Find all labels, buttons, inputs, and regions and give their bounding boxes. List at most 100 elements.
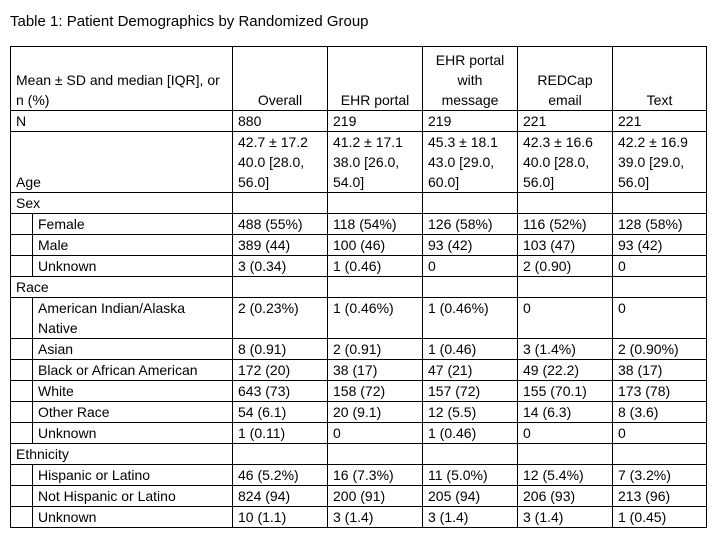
stat-description-header: Mean ± SD and median [IQR], or n (%) — [10, 46, 233, 111]
table-row: Age 42.7 ± 17.2 40.0 [28.0, 56.0] 41.2 ± 1… — [10, 131, 707, 193]
table-row: N 880 219 219 221 221 — [10, 110, 707, 132]
cell-value: 128 (58%) — [612, 213, 707, 235]
cell-value: 0 — [612, 297, 707, 339]
cell-value — [232, 276, 328, 298]
table-row: Female 488 (55%) 118 (54%) 126 (58%) 116 (52… — [10, 213, 707, 235]
indent-cell — [10, 234, 33, 256]
section-row: Sex — [10, 192, 707, 214]
row-label: N — [10, 110, 233, 132]
cell-value — [612, 192, 707, 214]
row-label: Unknown — [32, 422, 233, 444]
cell-value — [422, 276, 518, 298]
cell-value: 1 (0.11) — [232, 422, 328, 444]
cell-value: 54 (6.1) — [232, 401, 328, 423]
cell-value: 46 (5.2%) — [232, 464, 328, 486]
cell-value: 38 (17) — [612, 359, 707, 381]
cell-value: 11 (5.0%) — [422, 464, 518, 486]
indent-cell — [10, 297, 33, 339]
cell-value: 2 (0.90%) — [612, 338, 707, 360]
row-label: Unknown — [32, 255, 233, 277]
cell-value: 103 (47) — [517, 234, 613, 256]
cell-value: 45.3 ± 18.1 43.0 [29.0, 60.0] — [422, 131, 518, 193]
indent-cell — [10, 422, 33, 444]
column-header-redcap-email: REDCap email — [517, 46, 613, 111]
cell-value: 7 (3.2%) — [612, 464, 707, 486]
row-label: Hispanic or Latino — [32, 464, 233, 486]
cell-value: 488 (55%) — [232, 213, 328, 235]
cell-value: 206 (93) — [517, 485, 613, 507]
cell-value: 8 (3.6) — [612, 401, 707, 423]
indent-cell — [10, 485, 33, 507]
cell-value: 1 (0.46) — [422, 338, 518, 360]
cell-value: 172 (20) — [232, 359, 328, 381]
cell-value — [517, 443, 613, 465]
cell-value: 47 (21) — [422, 359, 518, 381]
table-caption: Table 1: Patient Demographics by Randomi… — [10, 13, 369, 30]
cell-value — [327, 276, 423, 298]
column-header-ehr-portal: EHR portal — [327, 46, 423, 111]
cell-value: 389 (44) — [232, 234, 328, 256]
cell-value — [612, 443, 707, 465]
indent-cell — [10, 464, 33, 486]
section-label: Ethnicity — [10, 443, 233, 465]
cell-value: 126 (58%) — [422, 213, 518, 235]
cell-value: 38 (17) — [327, 359, 423, 381]
cell-value: 0 — [612, 422, 707, 444]
cell-value: 0 — [517, 422, 613, 444]
table-row: Not Hispanic or Latino 824 (94) 200 (91) 20… — [10, 485, 707, 507]
cell-value: 16 (7.3%) — [327, 464, 423, 486]
table-row: Hispanic or Latino 46 (5.2%) 16 (7.3%) 11 (… — [10, 464, 707, 486]
cell-value: 155 (70.1) — [517, 380, 613, 402]
cell-value — [232, 192, 328, 214]
cell-value: 219 — [422, 110, 518, 132]
cell-value: 213 (96) — [612, 485, 707, 507]
cell-value — [422, 192, 518, 214]
cell-value: 173 (78) — [612, 380, 707, 402]
cell-value: 41.2 ± 17.1 38.0 [26.0, 54.0] — [327, 131, 423, 193]
cell-value: 3 (1.4) — [327, 506, 423, 528]
table-row: American Indian/Alaska Native 2 (0.23%) 1 … — [10, 297, 707, 339]
row-label: Female — [32, 213, 233, 235]
cell-value: 157 (72) — [422, 380, 518, 402]
cell-value: 3 (1.4) — [517, 506, 613, 528]
cell-value: 12 (5.5) — [422, 401, 518, 423]
section-row: Ethnicity — [10, 443, 707, 465]
table-row: Black or African American 172 (20) 38 (17)… — [10, 359, 707, 381]
cell-value — [327, 443, 423, 465]
cell-value: 824 (94) — [232, 485, 328, 507]
cell-value: 1 (0.45) — [612, 506, 707, 528]
cell-value: 42.3 ± 16.6 40.0 [28.0, 56.0] — [517, 131, 613, 193]
cell-value: 12 (5.4%) — [517, 464, 613, 486]
row-label: Unknown — [32, 506, 233, 528]
section-row: Race — [10, 276, 707, 298]
cell-value: 2 (0.23%) — [232, 297, 328, 339]
row-label: Not Hispanic or Latino — [32, 485, 233, 507]
row-label: Other Race — [32, 401, 233, 423]
cell-value: 158 (72) — [327, 380, 423, 402]
demographics-table: Mean ± SD and median [IQR], or n (%) Ove… — [10, 46, 707, 528]
indent-cell — [10, 506, 33, 528]
cell-value — [422, 443, 518, 465]
row-label: Asian — [32, 338, 233, 360]
cell-value: 221 — [612, 110, 707, 132]
cell-value: 3 (0.34) — [232, 255, 328, 277]
cell-value: 0 — [612, 255, 707, 277]
cell-value: 116 (52%) — [517, 213, 613, 235]
cell-value: 3 (1.4) — [422, 506, 518, 528]
header-row: Mean ± SD and median [IQR], or n (%) Ove… — [10, 46, 707, 111]
column-header-text: Text — [612, 46, 707, 111]
cell-value: 221 — [517, 110, 613, 132]
cell-value: 100 (46) — [327, 234, 423, 256]
table-body: N 880 219 219 221 221 Age 42.7 ± 17.2 40.0 [28.… — [10, 110, 707, 528]
cell-value: 93 (42) — [422, 234, 518, 256]
cell-value: 643 (73) — [232, 380, 328, 402]
cell-value: 2 (0.91) — [327, 338, 423, 360]
cell-value: 0 — [517, 297, 613, 339]
row-label: Black or African American — [32, 359, 233, 381]
table-row: Male 389 (44) 100 (46) 93 (42) 103 (47) 93 (4… — [10, 234, 707, 256]
indent-cell — [10, 338, 33, 360]
cell-value: 14 (6.3) — [517, 401, 613, 423]
cell-value: 49 (22.2) — [517, 359, 613, 381]
cell-value: 205 (94) — [422, 485, 518, 507]
